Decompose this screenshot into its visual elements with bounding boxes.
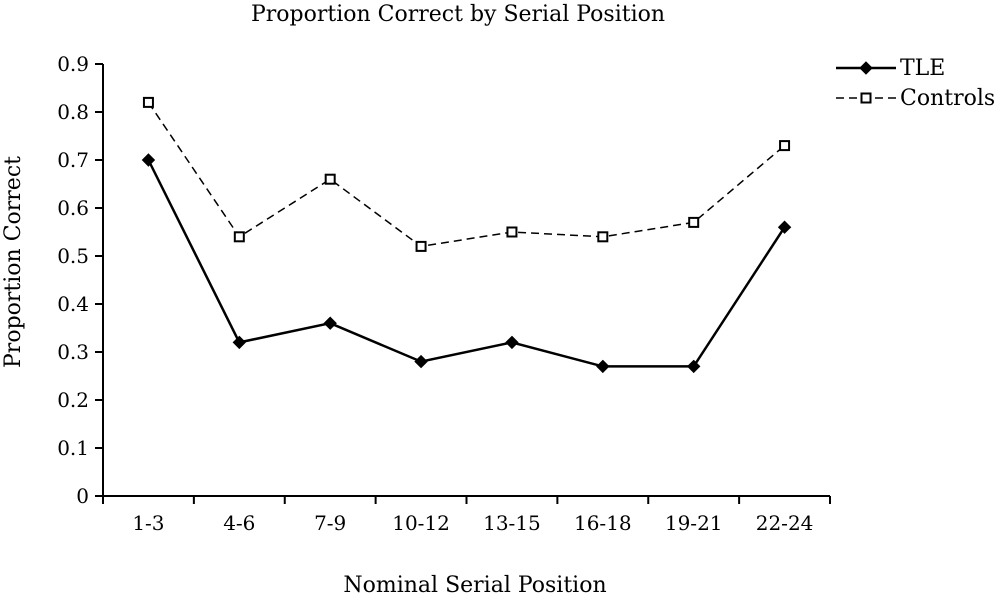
legend-label: Controls	[900, 86, 995, 111]
x-tick-label: 4-6	[223, 511, 255, 535]
x-tick-label: 19-21	[665, 511, 723, 535]
data-point	[777, 220, 792, 234]
data-point	[414, 354, 428, 369]
y-axis-title: Proportion Correct	[1, 156, 26, 368]
y-tick-label: 0.2	[57, 388, 89, 412]
x-axis-title: Nominal Serial Position	[343, 573, 606, 598]
data-point	[142, 96, 154, 108]
y-tick-label: 0.5	[57, 244, 89, 268]
series-line	[147, 159, 786, 368]
x-tick-label: 13-15	[483, 511, 541, 535]
data-point	[505, 335, 519, 350]
x-tick-label: 7-9	[314, 511, 346, 535]
y-tick-label: 0.7	[57, 148, 89, 172]
data-point	[324, 173, 336, 185]
data-point	[415, 240, 427, 252]
y-tick-label: 0.1	[57, 436, 89, 460]
x-axis-ticks: 1-3 4-6 7-9 10-12 13-15 16-18 19-21 22-24	[102, 496, 831, 535]
data-point	[596, 359, 610, 374]
y-axis-ticks: 0 0.1 0.2 0.3 0.4 0.5 0.6 0.7 0.8 0.9	[57, 52, 103, 508]
data-point	[779, 140, 791, 152]
data-point	[506, 226, 518, 238]
legend-item: TLE	[836, 56, 945, 81]
data-point	[232, 335, 247, 350]
y-tick-label: 0.3	[57, 340, 89, 364]
y-tick-label: 0.9	[57, 52, 89, 76]
series-tle	[141, 153, 792, 374]
series-line	[147, 101, 786, 248]
x-tick-label: 16-18	[574, 511, 632, 535]
legend-marker	[859, 61, 873, 75]
data-point	[233, 231, 245, 243]
x-tick-label: 10-12	[392, 511, 450, 535]
data-point	[686, 359, 701, 374]
series-controls	[142, 96, 791, 252]
data-point	[323, 316, 337, 330]
y-tick-label: 0.4	[57, 292, 89, 316]
x-tick-label: 22-24	[756, 511, 814, 535]
legend-item: Controls	[836, 86, 995, 111]
legend-marker	[860, 92, 872, 104]
y-tick-label: 0.8	[57, 100, 89, 124]
series-layer	[141, 96, 792, 374]
legend-label: TLE	[900, 56, 945, 81]
y-tick-label: 0	[76, 484, 89, 508]
legend: TLE Controls	[836, 56, 995, 111]
data-point	[597, 231, 609, 243]
y-tick-label: 0.6	[57, 196, 89, 220]
x-tick-label: 1-3	[132, 511, 164, 535]
data-point	[141, 153, 156, 167]
chart-title: Proportion Correct by Serial Position	[251, 2, 665, 27]
axes	[102, 64, 830, 497]
data-point	[688, 216, 700, 228]
